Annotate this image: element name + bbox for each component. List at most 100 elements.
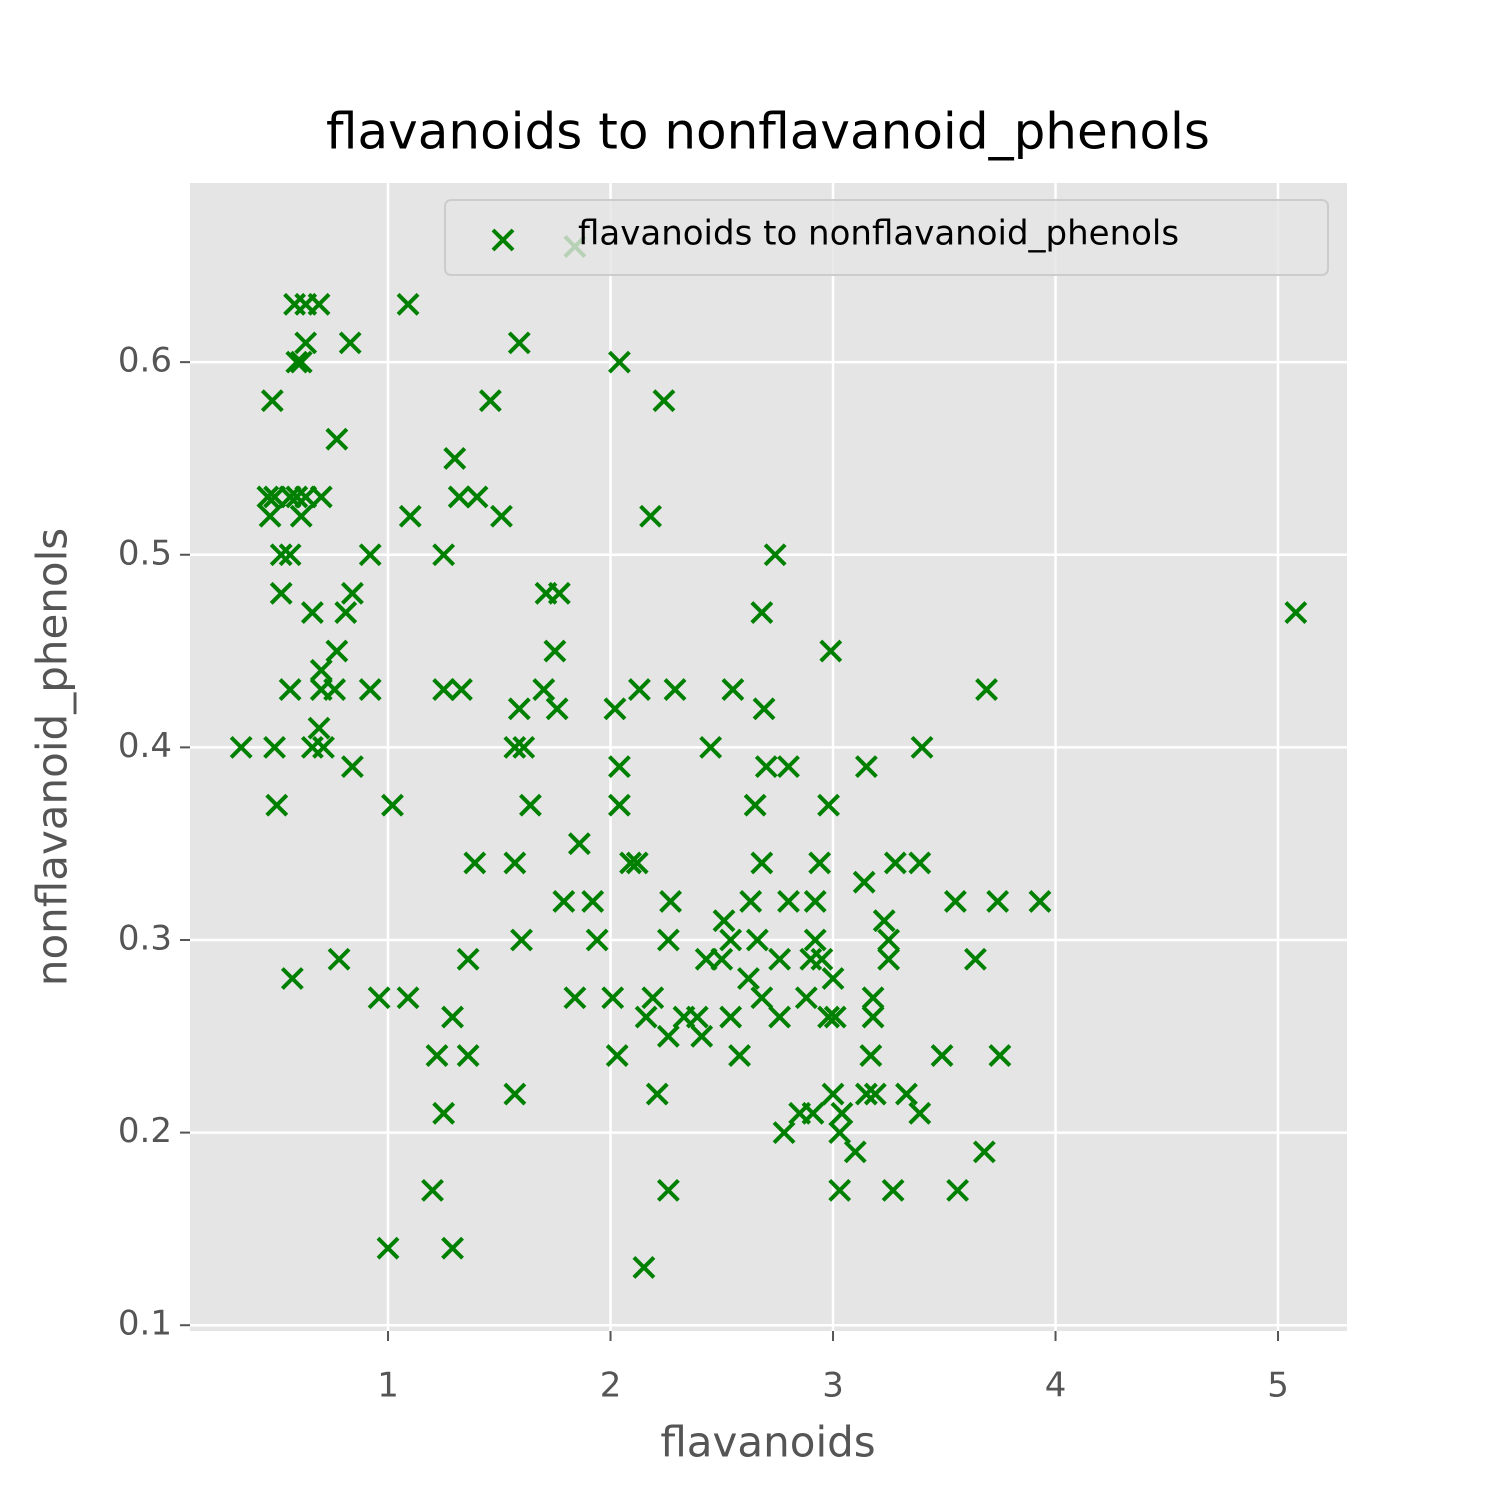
y-axis-label: nonflavanoid_phenols [28,528,77,986]
point [830,1101,854,1125]
grid [190,183,1347,1331]
point [710,947,734,971]
legend-label: flavanoids to nonflavanoid_phenols [578,214,1179,254]
point [625,851,649,875]
point [603,697,627,721]
point [877,928,901,952]
point [652,389,676,413]
y-tick-label: 0.2 [118,1111,172,1151]
point [309,658,333,682]
point [1284,601,1308,624]
point [712,909,736,933]
point [737,967,760,990]
point [819,639,843,663]
point [358,543,382,567]
point [823,1005,847,1029]
point [358,678,382,701]
point [325,639,349,663]
point [265,793,289,817]
point [777,890,800,913]
point [639,504,662,528]
point [563,986,587,1010]
point [512,735,536,759]
point [946,1178,970,1202]
point [398,504,422,528]
point [943,890,967,913]
point [601,986,625,1010]
point [634,1005,658,1029]
point [258,504,282,528]
y-tick-label: 0.4 [118,726,172,766]
point [986,890,1010,913]
point [641,986,665,1010]
point [289,504,313,528]
point [739,890,763,913]
point [883,851,907,875]
point [456,1044,480,1067]
point [547,581,571,605]
point [532,678,556,701]
point [754,755,778,779]
point [503,1082,527,1106]
point [750,986,774,1010]
point [585,928,609,952]
point [821,1082,845,1106]
y-tick-label: 0.5 [118,533,172,573]
point [810,947,834,971]
plot-area [190,183,1347,1331]
point [690,1024,714,1048]
y-tick-label: 0.3 [118,918,172,958]
point [752,697,776,721]
point [803,928,827,952]
point [763,543,787,567]
point [490,504,513,528]
point [772,1121,796,1145]
point [552,890,576,913]
point [229,735,253,759]
point [263,735,286,759]
point [685,1005,709,1029]
point [863,1082,887,1106]
point [745,928,769,952]
point [260,389,284,413]
point [294,331,318,355]
point [719,1005,743,1029]
point [843,1140,867,1164]
legend-box [444,199,1329,276]
point [852,870,876,894]
point [608,350,631,374]
point [854,755,878,779]
point [543,639,567,663]
point [376,1236,400,1260]
point [828,1178,852,1202]
point [325,427,349,451]
point [964,947,987,971]
point [581,890,605,913]
point [719,928,743,952]
point [312,735,335,759]
point [910,735,934,759]
point [628,678,651,701]
point [334,601,358,624]
x-tick-label: 5 [1267,1366,1289,1406]
point [908,1101,932,1125]
point [507,331,531,355]
point [463,851,487,875]
point [323,678,347,701]
point [432,1101,456,1125]
point [269,581,293,605]
point [743,793,767,817]
point [656,1178,680,1202]
x-tick-label: 2 [600,1366,622,1406]
point [503,735,527,759]
point [699,735,723,759]
point [338,331,362,355]
point [975,678,998,701]
point [421,1178,444,1202]
point [605,1044,629,1067]
point [510,928,533,952]
point [1028,890,1052,913]
point [341,755,364,779]
point [872,909,896,933]
point [808,851,832,875]
